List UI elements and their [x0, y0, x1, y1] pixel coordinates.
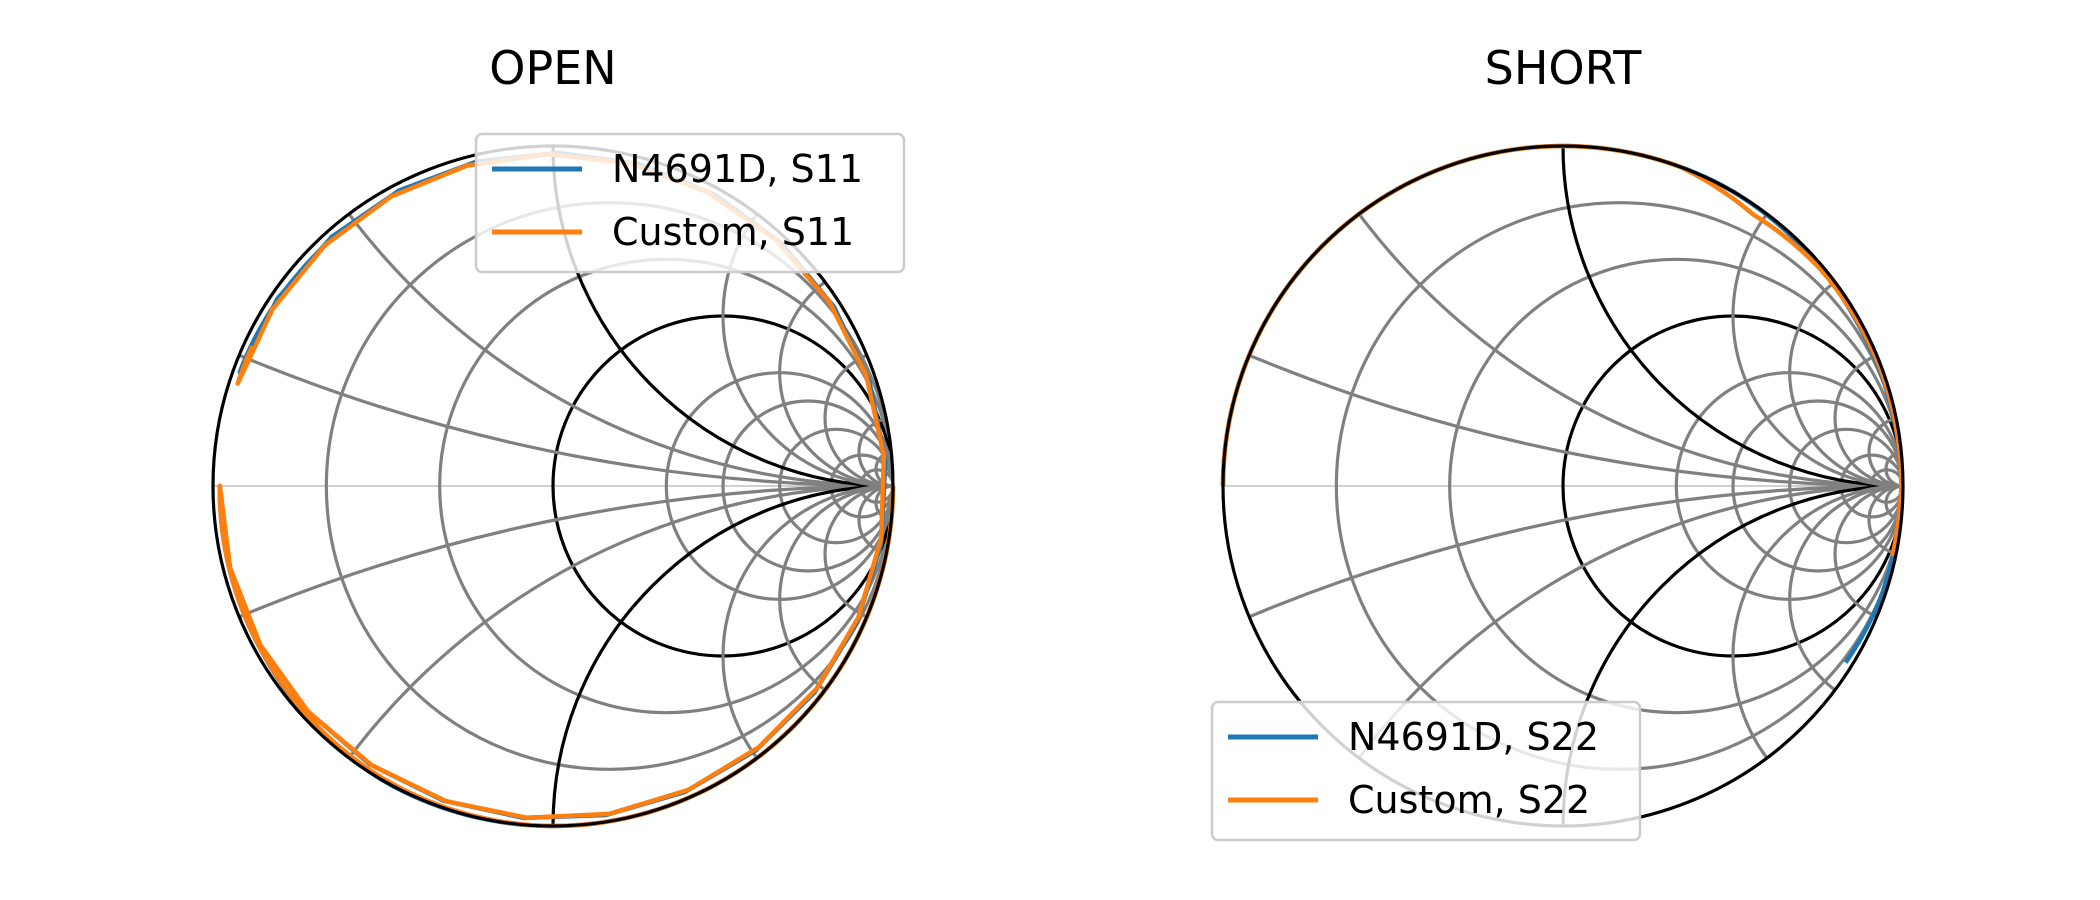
reactance-arc: [1731, 146, 1903, 488]
chart-title: OPEN: [489, 41, 616, 95]
reactance-arc: [874, 450, 893, 488]
legend-box: [474, 132, 906, 274]
reactance-arc: [213, 484, 893, 826]
legend-label-n4691d: N4691D, S22: [1348, 715, 1599, 759]
reactance-arc: [721, 484, 893, 826]
reactance-arc: [1833, 348, 1903, 488]
reactance-arc: [1731, 484, 1903, 826]
smith-chart-short: SHORT N4691D, S22 Custom, S22: [1210, 41, 1905, 842]
legend-label-custom: Custom, S22: [1348, 778, 1590, 822]
reactance-arc: [778, 257, 893, 488]
resistance-circle: [721, 399, 893, 573]
reactance-arc: [1788, 257, 1903, 488]
legend-label-custom: Custom, S11: [612, 210, 854, 254]
legend: N4691D, S22 Custom, S22: [1210, 700, 1642, 842]
reactance-arc: [1833, 484, 1903, 624]
reactance-arc: [823, 348, 893, 488]
reactance-arc: [1561, 146, 1903, 488]
reactance-arc: [1788, 484, 1903, 715]
reactance-arc: [823, 484, 893, 624]
resistance-circle: [1788, 427, 1903, 545]
chart-title: SHORT: [1485, 41, 1643, 95]
reactance-arc: [551, 484, 893, 826]
legend: N4691D, S11 Custom, S11: [474, 132, 906, 274]
legend-box: [1210, 700, 1642, 842]
reactance-arc: [874, 484, 893, 522]
reactance-arc: [778, 484, 893, 715]
reactance-arc: [721, 146, 893, 488]
reactance-arc: [1884, 450, 1903, 488]
reactance-arc: [1223, 146, 1903, 488]
reactance-arc: [1867, 416, 1903, 488]
legend-label-n4691d: N4691D, S11: [612, 147, 863, 191]
resistance-circle: [1731, 399, 1903, 573]
reactance-arc: [1867, 484, 1903, 556]
reactance-arc: [857, 416, 893, 488]
reactance-arc: [857, 484, 893, 556]
reactance-arc: [1884, 484, 1903, 522]
resistance-circle: [1448, 257, 1903, 715]
